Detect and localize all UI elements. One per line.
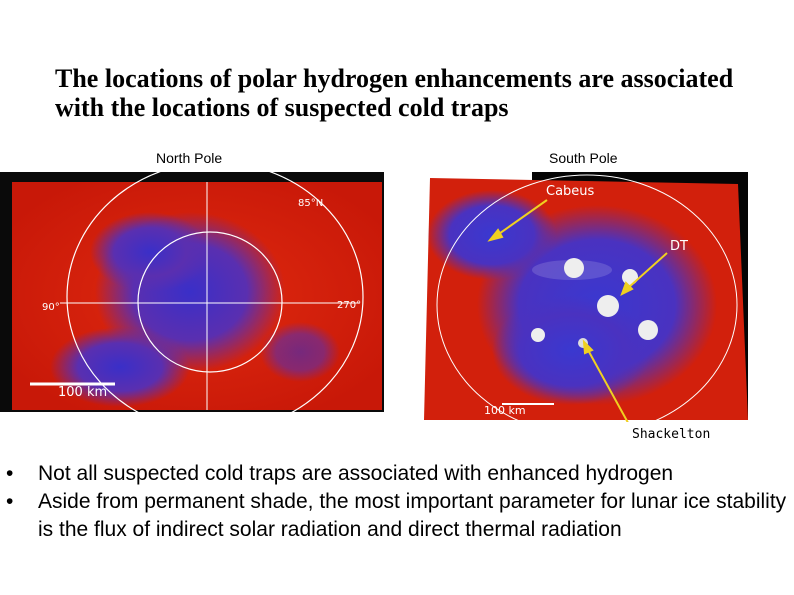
- map-label: 85°N: [298, 198, 323, 209]
- title-line: The locations of polar hydrogen enhancem…: [55, 64, 734, 93]
- bullet-list: Not all suspected cold traps are associa…: [6, 460, 791, 544]
- map-label: 90°: [42, 302, 60, 313]
- map-scale: 100 km: [58, 385, 107, 400]
- title-line: with the locations of suspected cold tra…: [55, 93, 509, 122]
- north-pole-caption: North Pole: [156, 150, 223, 166]
- map-label: Shackelton: [632, 427, 711, 442]
- map-label: DT: [670, 239, 688, 254]
- bullet: Not all suspected cold traps are associa…: [6, 460, 791, 488]
- map-scale: 100 km: [484, 404, 526, 417]
- bullet: Aside from permanent shade, the most imp…: [6, 488, 791, 544]
- south-pole-map: 100 km Cabeus DT: [422, 170, 752, 422]
- slide-title: The locations of polar hydrogen enhancem…: [55, 64, 733, 122]
- south-pole-caption: South Pole: [549, 150, 618, 166]
- north-pole-map: 85°N 90° 270° 100 km: [0, 172, 384, 412]
- map-label: 270°: [337, 300, 361, 311]
- map-label: Cabeus: [546, 184, 595, 199]
